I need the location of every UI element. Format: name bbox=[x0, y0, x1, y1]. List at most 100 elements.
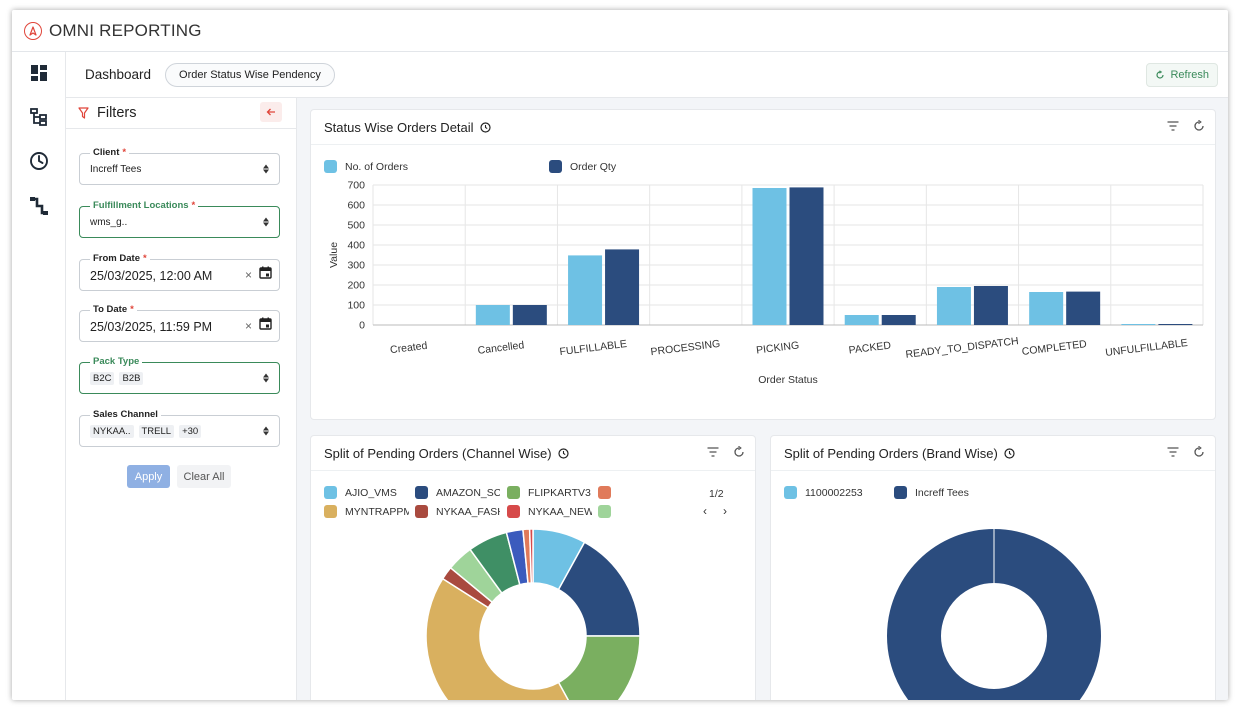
brand-wise-card: Split of Pending Orders (Brand Wise) 110… bbox=[770, 435, 1216, 700]
y-tick-label: 300 bbox=[347, 260, 365, 272]
collapse-filters-button[interactable] bbox=[260, 102, 282, 122]
clear-all-button[interactable]: Clear All bbox=[177, 465, 231, 488]
donut-slice bbox=[528, 528, 534, 584]
hierarchy-icon[interactable] bbox=[29, 107, 49, 127]
client-value: Increff Tees bbox=[90, 164, 142, 175]
legend-swatch bbox=[598, 505, 611, 518]
calendar-icon[interactable] bbox=[259, 317, 272, 335]
to-date-input[interactable]: To Date * 25/03/2025, 11:59 PM × bbox=[79, 304, 280, 342]
legend-label: FLIPKARTV3 bbox=[528, 486, 591, 499]
sales-channel-select[interactable]: Sales Channel NYKAA.. TRELL +30 bbox=[79, 409, 280, 447]
bar bbox=[1066, 291, 1101, 325]
legend-item[interactable]: No. of Orders bbox=[324, 160, 408, 173]
y-tick-label: 400 bbox=[347, 240, 365, 252]
legend-swatch bbox=[415, 486, 428, 499]
compass-icon bbox=[24, 21, 42, 40]
card-header: Split of Pending Orders (Channel Wise) bbox=[311, 436, 755, 471]
flow-icon[interactable] bbox=[29, 196, 49, 216]
legend-item[interactable] bbox=[598, 486, 619, 499]
bar bbox=[605, 249, 640, 325]
card-title: Split of Pending Orders (Brand Wise) bbox=[784, 445, 998, 461]
x-tick-label: Created bbox=[389, 340, 428, 356]
from-date-input[interactable]: From Date * 25/03/2025, 12:00 AM × bbox=[79, 253, 280, 291]
legend-item[interactable]: Increff Tees bbox=[894, 486, 969, 499]
card-header: Status Wise Orders Detail bbox=[311, 110, 1215, 145]
from-date-value: 25/03/2025, 12:00 AM bbox=[90, 269, 213, 283]
pack-type-chips: B2C B2B bbox=[90, 372, 148, 385]
legend-item[interactable]: AJIO_VMS bbox=[324, 486, 397, 499]
fulfillment-locations-select[interactable]: Fulfillment Locations * wms_g.. bbox=[79, 200, 280, 238]
refresh-icon[interactable] bbox=[733, 446, 745, 458]
to-date-value: 25/03/2025, 11:59 PM bbox=[90, 320, 213, 334]
legend-swatch bbox=[507, 486, 520, 499]
legend-label: Increff Tees bbox=[915, 486, 969, 499]
legend-item[interactable]: Order Qty bbox=[549, 160, 616, 173]
x-tick-label: FULFILLABLE bbox=[559, 338, 628, 358]
clear-date-icon[interactable]: × bbox=[244, 268, 252, 282]
filter-lines-icon[interactable] bbox=[1167, 121, 1179, 131]
clock-icon[interactable] bbox=[29, 151, 49, 171]
legend-page-indicator: 1/2 bbox=[709, 488, 724, 500]
client-select[interactable]: Client * Increff Tees bbox=[79, 147, 280, 185]
filter-lines-icon[interactable] bbox=[1167, 447, 1179, 457]
legend-label: NYKAA_FASHION bbox=[436, 505, 500, 518]
refresh-icon[interactable] bbox=[1193, 120, 1205, 132]
filter-lines-icon[interactable] bbox=[707, 447, 719, 457]
legend-swatch bbox=[598, 486, 611, 499]
channel-wise-card: Split of Pending Orders (Channel Wise) A… bbox=[310, 435, 756, 700]
x-tick-label: Cancelled bbox=[477, 339, 525, 357]
legend-item[interactable]: MYNTRAPPMP bbox=[324, 505, 409, 518]
bar bbox=[512, 305, 547, 325]
apply-button[interactable]: Apply bbox=[127, 465, 170, 488]
legend-item[interactable]: NYKAA_NEW bbox=[507, 505, 592, 518]
legend-item[interactable] bbox=[598, 505, 619, 518]
legend-item[interactable]: NYKAA_FASHION bbox=[415, 505, 500, 518]
sales-channel-chips: NYKAA.. TRELL +30 bbox=[90, 425, 206, 438]
clear-date-icon[interactable]: × bbox=[244, 319, 252, 333]
refresh-icon[interactable] bbox=[1193, 446, 1205, 458]
card-tools bbox=[1167, 446, 1205, 458]
legend-item[interactable]: AMAZON_SC bbox=[415, 486, 500, 499]
refresh-button[interactable]: Refresh bbox=[1146, 63, 1218, 87]
card-tools bbox=[707, 446, 745, 458]
x-axis-title: Order Status bbox=[758, 374, 818, 386]
legend-label: Order Qty bbox=[570, 160, 617, 173]
bar bbox=[1029, 292, 1064, 325]
y-axis-title: Value bbox=[328, 242, 340, 268]
x-tick-label: PROCESSING bbox=[650, 338, 721, 358]
bar bbox=[789, 187, 824, 325]
arrow-left-icon bbox=[266, 108, 275, 116]
x-tick-label: PACKED bbox=[848, 339, 892, 356]
to-date-label: To Date * bbox=[90, 304, 137, 315]
calendar-icon[interactable] bbox=[259, 266, 272, 284]
pack-type-select[interactable]: Pack Type B2C B2B bbox=[79, 356, 280, 394]
bar bbox=[973, 286, 1008, 325]
chip: +30 bbox=[179, 425, 202, 438]
client-label: Client * bbox=[90, 147, 130, 158]
select-arrows-icon bbox=[263, 426, 269, 436]
legend-swatch bbox=[507, 505, 520, 518]
legend-label: NYKAA_NEW bbox=[528, 505, 592, 518]
bar bbox=[752, 188, 787, 325]
legend-swatch bbox=[894, 486, 907, 499]
clock-icon bbox=[558, 447, 569, 459]
legend-label: AJIO_VMS bbox=[345, 486, 397, 499]
card-header: Split of Pending Orders (Brand Wise) bbox=[771, 436, 1215, 471]
y-tick-label: 200 bbox=[347, 280, 365, 292]
legend-next-icon[interactable]: › bbox=[723, 504, 727, 518]
legend-label: No. of Orders bbox=[345, 160, 409, 173]
status-bar-chart: 0 100 200 300 400 500 600 700 Created Cancelled FU… bbox=[328, 180, 1204, 386]
legend-item[interactable]: 1100002253 bbox=[784, 486, 863, 499]
sales-channel-label: Sales Channel bbox=[90, 409, 161, 420]
card-title: Split of Pending Orders (Channel Wise) bbox=[324, 445, 552, 461]
dashboard-icon[interactable] bbox=[29, 63, 49, 83]
brand-donut-chart bbox=[887, 529, 1101, 700]
select-arrows-icon bbox=[263, 217, 269, 227]
breadcrumb-dashboard[interactable]: Dashboard bbox=[85, 67, 152, 82]
legend-label: AMAZON_SC bbox=[436, 486, 500, 499]
y-tick-label: 100 bbox=[347, 300, 365, 312]
legend-prev-icon[interactable]: ‹ bbox=[703, 504, 707, 518]
legend-item[interactable]: FLIPKARTV3 bbox=[507, 486, 591, 499]
report-pill[interactable]: Order Status Wise Pendency bbox=[165, 62, 335, 87]
bar bbox=[881, 315, 916, 325]
